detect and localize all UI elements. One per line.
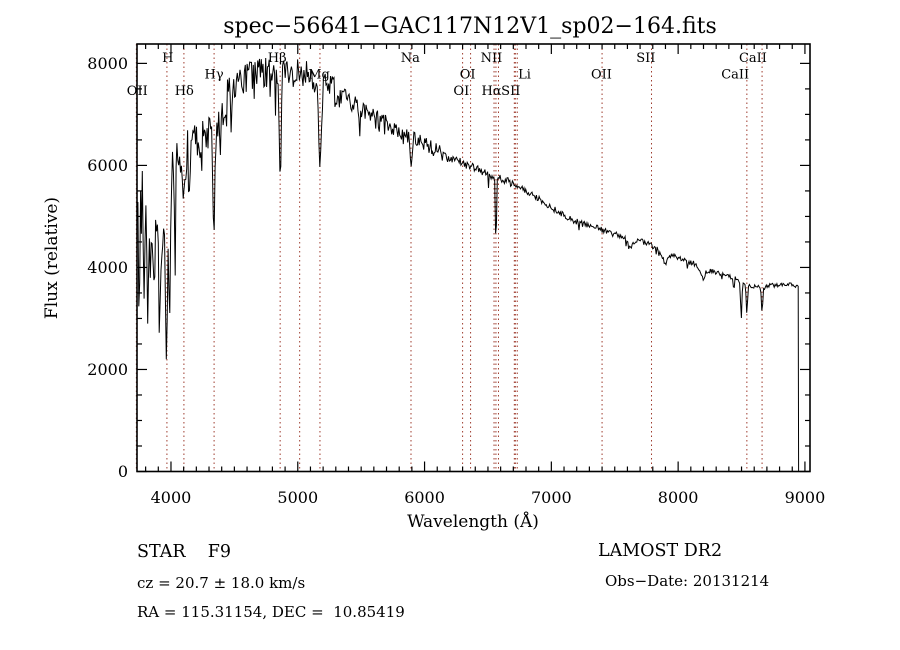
- obs-date-text: Obs−Date: 20131214: [605, 572, 769, 590]
- spectrum-path: [136, 57, 800, 472]
- line-label-Na: Na: [401, 51, 420, 66]
- x-tick-label-7000: 7000: [531, 488, 572, 507]
- y-tick-label-0: 0: [118, 462, 128, 481]
- line-label-Hδ: Hδ: [175, 84, 194, 99]
- line-label-Li: Li: [518, 68, 531, 83]
- survey-release-text: LAMOST DR2: [598, 541, 722, 561]
- line-label-NII: NII: [481, 51, 503, 66]
- x-tick-label-5000: 5000: [277, 488, 318, 507]
- x-tick-label-6000: 6000: [404, 488, 445, 507]
- line-label-SII: SII: [636, 51, 655, 66]
- line-label-H: H: [162, 51, 173, 66]
- y-tick-label-8000: 8000: [87, 54, 128, 73]
- y-axis-label: Flux (relative): [42, 197, 62, 319]
- axis-tick-labels: 4000 5000 6000 7000 8000 9000 0 2000 4000 6000 800…: [87, 54, 825, 507]
- line-label-Hβ: Hβ: [268, 51, 287, 66]
- y-tick-label-2000: 2000: [87, 360, 128, 379]
- cz-velocity-text: cz = 20.7 ± 18.0 km/s: [137, 574, 305, 592]
- line-label-Mg: Mg: [308, 68, 330, 83]
- axes-frame-and-ticks: [136, 43, 811, 473]
- x-tick-label-9000: 9000: [785, 488, 826, 507]
- line-label-Hα: Hα: [481, 84, 501, 99]
- line-label-OI: OI: [453, 84, 469, 99]
- spectrum-trace: [136, 57, 800, 472]
- y-tick-label-6000: 6000: [87, 156, 128, 175]
- spectral-marker-labels: OIIHHδHγHβMgNaOIOINIIHαLiSIIOIISIICaIICa…: [127, 51, 767, 99]
- line-label-CaII: CaII: [739, 51, 767, 66]
- x-tick-label-4000: 4000: [151, 488, 192, 507]
- object-class-text: STAR F9: [137, 542, 231, 562]
- spectral-marker-lines: [135, 44, 763, 472]
- line-label-OI: OI: [460, 68, 476, 83]
- line-label-OII: OII: [591, 68, 612, 83]
- line-label-Hγ: Hγ: [205, 68, 224, 83]
- plot-frame: [136, 43, 811, 473]
- x-tick-label-8000: 8000: [658, 488, 699, 507]
- line-label-CaII: CaII: [721, 68, 749, 83]
- x-axis-label: Wavelength (Å): [407, 511, 539, 532]
- line-label-SII: SII: [501, 84, 520, 99]
- y-tick-label-4000: 4000: [87, 258, 128, 277]
- ra-dec-text: RA = 115.31154, DEC = 10.85419: [137, 603, 405, 621]
- plot-title: spec−56641−GAC117N12V1_sp02−164.fits: [223, 14, 717, 39]
